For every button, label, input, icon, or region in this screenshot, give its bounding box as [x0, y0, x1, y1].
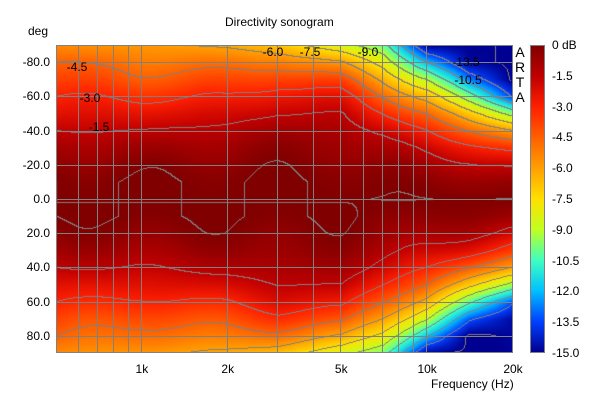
colorbar-label: -9.0: [552, 222, 573, 237]
plot-area: [56, 45, 513, 353]
contour-label: -9.0: [357, 45, 379, 59]
contour-label: -1.5: [88, 120, 110, 134]
y-tick-label: -20.0: [22, 157, 50, 172]
colorbar-label: -15.0: [552, 346, 580, 360]
colorbar-label: -12.0: [552, 284, 580, 299]
y-tick-label: -40.0: [22, 123, 50, 138]
y-tick-label: -60.0: [22, 89, 50, 104]
y-tick-label: -80.0: [22, 55, 50, 70]
x-tick-label: 1k: [135, 362, 149, 376]
y-tick-label: 60.0: [26, 294, 50, 309]
colorbar-label: -7.5: [552, 192, 573, 206]
y-tick-label: 80.0: [26, 328, 50, 343]
watermark-letter: T: [515, 74, 525, 90]
x-tick-label: 5k: [334, 362, 348, 376]
y-tick-label: 0.0: [33, 192, 50, 206]
contour-label: -13.5: [452, 55, 480, 69]
x-tick-label: 20k: [503, 362, 523, 376]
colorbar-label: -10.5: [552, 253, 580, 268]
y-tick-label: 40.0: [26, 260, 50, 275]
contour-label: -10.5: [454, 73, 482, 87]
colorbar: [530, 45, 545, 353]
colorbar-label: 0 dB: [552, 38, 577, 52]
y-tick-label: 20.0: [26, 226, 50, 241]
watermark-letter: A: [515, 89, 525, 105]
watermark-letter: A: [515, 44, 525, 60]
contour-label: -3.0: [79, 91, 101, 105]
watermark-letter: R: [514, 59, 526, 75]
x-tick-label: 2k: [221, 362, 235, 376]
colorbar-label: -1.5: [552, 68, 573, 83]
contour-label: -7.5: [299, 45, 321, 59]
x-axis-label: Frequency (Hz): [431, 377, 514, 391]
y-axis-label: deg: [28, 24, 49, 38]
contour-label: -6.0: [262, 45, 284, 59]
plot-frame: [56, 45, 513, 353]
colorbar-label: -13.5: [552, 315, 580, 330]
contour-label: -4.5: [66, 60, 88, 74]
colorbar-label: -6.0: [552, 161, 573, 176]
colorbar-label: -3.0: [552, 99, 573, 114]
colorbar-label: -4.5: [552, 130, 573, 145]
chart-title: Directivity sonogram: [225, 15, 334, 29]
x-tick-label: 10k: [417, 362, 437, 376]
grid-lines: [56, 45, 513, 353]
